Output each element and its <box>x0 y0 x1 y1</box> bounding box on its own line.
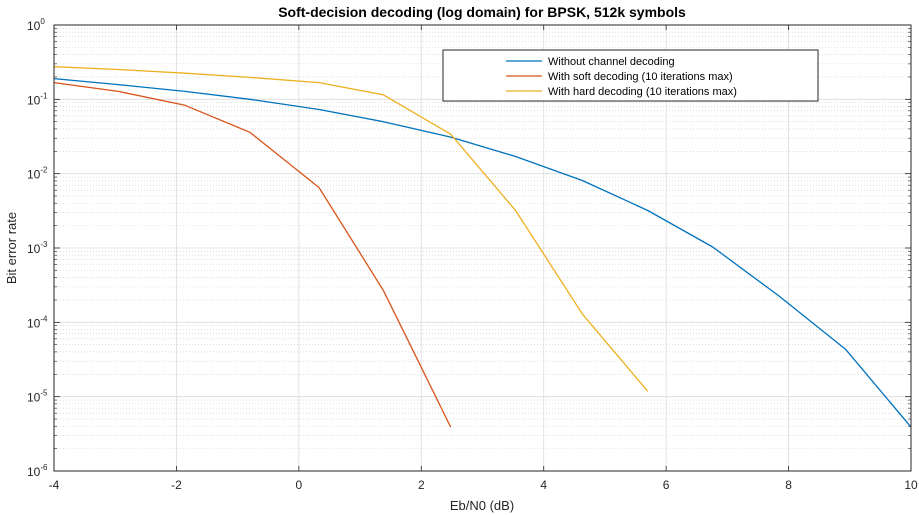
tick-marks <box>53 24 912 472</box>
y-tick-label: 10-5 <box>27 389 48 405</box>
legend-box <box>442 49 819 102</box>
series-line-1 <box>53 81 452 428</box>
y-tick-label: 10-6 <box>27 463 48 479</box>
y-tick-label: 10-2 <box>27 166 48 182</box>
legend-label-soft-decoding: With soft decoding (10 iterations max) <box>548 71 733 83</box>
y-tick-label: 100 <box>27 17 45 33</box>
series-line-2 <box>53 66 649 392</box>
chart-title: Soft-decision decoding (log domain) for … <box>278 4 686 20</box>
x-tick-label: -2 <box>171 478 182 492</box>
x-tick-label: 8 <box>785 478 792 492</box>
series-layer <box>53 66 912 428</box>
x-tick-label: 6 <box>663 478 670 492</box>
x-axis-label: Eb/N0 (dB) <box>450 498 514 513</box>
legend-label-without-decoding: Without channel decoding <box>548 56 675 68</box>
x-tick-label: -4 <box>49 478 60 492</box>
y-axis-label: Bit error rate <box>4 212 19 284</box>
legend-label-hard-decoding: With hard decoding (10 iterations max) <box>548 86 737 98</box>
y-tick-label: 10-1 <box>27 91 48 107</box>
x-tick-label: 4 <box>540 478 547 492</box>
y-tick-label: 10-3 <box>27 240 48 256</box>
legend: Without channel decoding With soft decod… <box>442 49 819 102</box>
y-tick-label: 10-4 <box>27 314 48 330</box>
x-tick-label: 0 <box>296 478 303 492</box>
minor-grid <box>54 28 911 449</box>
y-tick-labels: 100 10-1 10-2 10-3 10-4 10-5 10-6 <box>27 17 48 479</box>
series-line-0 <box>53 77 912 428</box>
x-tick-label: 2 <box>418 478 425 492</box>
x-tick-labels: -4 -2 0 2 4 6 8 10 <box>49 478 918 492</box>
x-tick-label: 10 <box>904 478 918 492</box>
